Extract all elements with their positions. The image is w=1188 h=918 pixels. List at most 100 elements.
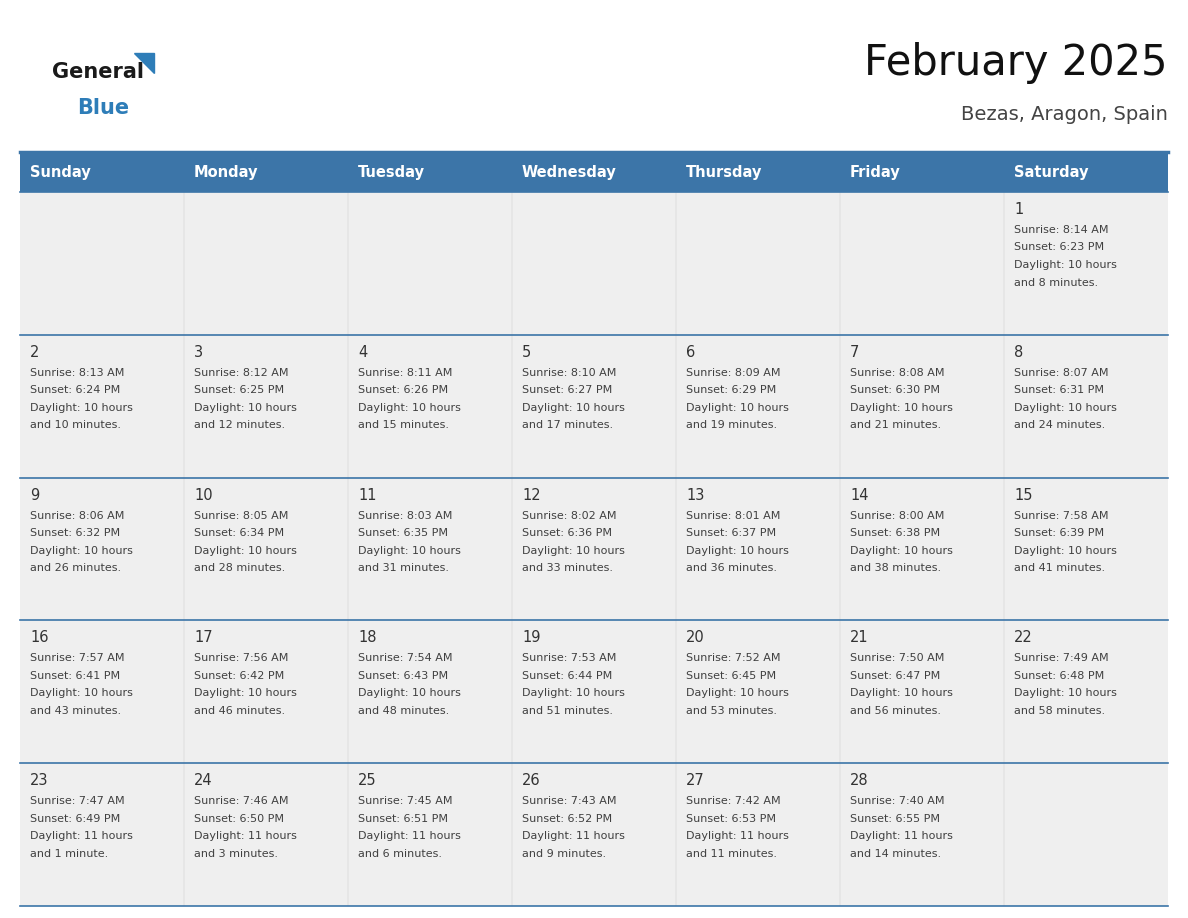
Text: 19: 19 bbox=[522, 631, 541, 645]
Text: Sunrise: 7:50 AM: Sunrise: 7:50 AM bbox=[849, 654, 944, 664]
Text: Sunrise: 7:47 AM: Sunrise: 7:47 AM bbox=[30, 796, 125, 806]
Text: Friday: Friday bbox=[849, 164, 901, 180]
Polygon shape bbox=[134, 53, 154, 73]
Text: Sunset: 6:25 PM: Sunset: 6:25 PM bbox=[194, 386, 284, 396]
Text: 13: 13 bbox=[685, 487, 704, 502]
Text: and 15 minutes.: and 15 minutes. bbox=[358, 420, 449, 431]
Text: Sunset: 6:41 PM: Sunset: 6:41 PM bbox=[30, 671, 120, 681]
Text: Sunrise: 8:09 AM: Sunrise: 8:09 AM bbox=[685, 368, 781, 378]
Text: Sunset: 6:30 PM: Sunset: 6:30 PM bbox=[849, 386, 940, 396]
Text: Daylight: 10 hours: Daylight: 10 hours bbox=[30, 403, 133, 413]
Text: Sunrise: 8:02 AM: Sunrise: 8:02 AM bbox=[522, 510, 617, 521]
Text: Sunrise: 7:45 AM: Sunrise: 7:45 AM bbox=[358, 796, 453, 806]
Text: 22: 22 bbox=[1015, 631, 1032, 645]
Text: Sunrise: 7:46 AM: Sunrise: 7:46 AM bbox=[194, 796, 289, 806]
Text: and 19 minutes.: and 19 minutes. bbox=[685, 420, 777, 431]
Text: Sunset: 6:35 PM: Sunset: 6:35 PM bbox=[358, 528, 448, 538]
Text: and 8 minutes.: and 8 minutes. bbox=[1015, 277, 1098, 287]
Text: Daylight: 10 hours: Daylight: 10 hours bbox=[194, 688, 297, 699]
Text: 15: 15 bbox=[1015, 487, 1032, 502]
Text: Sunrise: 8:01 AM: Sunrise: 8:01 AM bbox=[685, 510, 781, 521]
Text: 17: 17 bbox=[194, 631, 213, 645]
Text: Daylight: 10 hours: Daylight: 10 hours bbox=[30, 545, 133, 555]
Text: and 33 minutes.: and 33 minutes. bbox=[522, 563, 613, 573]
Text: 23: 23 bbox=[30, 773, 49, 789]
Text: Thursday: Thursday bbox=[685, 164, 763, 180]
Text: Daylight: 11 hours: Daylight: 11 hours bbox=[849, 831, 953, 841]
Text: 25: 25 bbox=[358, 773, 377, 789]
Text: Sunset: 6:29 PM: Sunset: 6:29 PM bbox=[685, 386, 776, 396]
Text: Sunset: 6:24 PM: Sunset: 6:24 PM bbox=[30, 386, 120, 396]
Text: Wednesday: Wednesday bbox=[522, 164, 617, 180]
Text: Daylight: 11 hours: Daylight: 11 hours bbox=[30, 831, 133, 841]
Text: and 28 minutes.: and 28 minutes. bbox=[194, 563, 285, 573]
Text: Sunrise: 7:54 AM: Sunrise: 7:54 AM bbox=[358, 654, 453, 664]
Text: Sunrise: 8:08 AM: Sunrise: 8:08 AM bbox=[849, 368, 944, 378]
Text: Sunrise: 8:03 AM: Sunrise: 8:03 AM bbox=[358, 510, 453, 521]
Text: Sunset: 6:26 PM: Sunset: 6:26 PM bbox=[358, 386, 448, 396]
Text: and 53 minutes.: and 53 minutes. bbox=[685, 706, 777, 716]
Text: Daylight: 10 hours: Daylight: 10 hours bbox=[849, 403, 953, 413]
Text: Sunset: 6:27 PM: Sunset: 6:27 PM bbox=[522, 386, 612, 396]
Text: 2: 2 bbox=[30, 345, 39, 360]
Text: Sunrise: 8:00 AM: Sunrise: 8:00 AM bbox=[849, 510, 944, 521]
Text: and 12 minutes.: and 12 minutes. bbox=[194, 420, 285, 431]
Text: 26: 26 bbox=[522, 773, 541, 789]
Text: Daylight: 11 hours: Daylight: 11 hours bbox=[685, 831, 789, 841]
Text: Daylight: 10 hours: Daylight: 10 hours bbox=[194, 403, 297, 413]
Text: Daylight: 10 hours: Daylight: 10 hours bbox=[522, 545, 625, 555]
Text: 21: 21 bbox=[849, 631, 868, 645]
Text: Sunset: 6:31 PM: Sunset: 6:31 PM bbox=[1015, 386, 1104, 396]
Text: Sunset: 6:53 PM: Sunset: 6:53 PM bbox=[685, 813, 776, 823]
Text: Daylight: 10 hours: Daylight: 10 hours bbox=[1015, 545, 1117, 555]
Text: Sunset: 6:50 PM: Sunset: 6:50 PM bbox=[194, 813, 284, 823]
Text: and 24 minutes.: and 24 minutes. bbox=[1015, 420, 1105, 431]
Text: and 14 minutes.: and 14 minutes. bbox=[849, 849, 941, 858]
Text: and 56 minutes.: and 56 minutes. bbox=[849, 706, 941, 716]
Text: Daylight: 10 hours: Daylight: 10 hours bbox=[30, 688, 133, 699]
Text: Sunset: 6:37 PM: Sunset: 6:37 PM bbox=[685, 528, 776, 538]
Text: Sunrise: 7:43 AM: Sunrise: 7:43 AM bbox=[522, 796, 617, 806]
Text: 18: 18 bbox=[358, 631, 377, 645]
Text: Sunset: 6:39 PM: Sunset: 6:39 PM bbox=[1015, 528, 1104, 538]
Text: 14: 14 bbox=[849, 487, 868, 502]
Text: Daylight: 10 hours: Daylight: 10 hours bbox=[1015, 403, 1117, 413]
Text: Sunrise: 7:52 AM: Sunrise: 7:52 AM bbox=[685, 654, 781, 664]
Bar bbox=[20, 477, 1168, 621]
Text: Daylight: 10 hours: Daylight: 10 hours bbox=[849, 688, 953, 699]
Text: 5: 5 bbox=[522, 345, 531, 360]
Text: and 3 minutes.: and 3 minutes. bbox=[194, 849, 278, 858]
Text: Sunrise: 7:56 AM: Sunrise: 7:56 AM bbox=[194, 654, 289, 664]
Text: and 1 minute.: and 1 minute. bbox=[30, 849, 108, 858]
Text: 11: 11 bbox=[358, 487, 377, 502]
Text: Sunrise: 8:12 AM: Sunrise: 8:12 AM bbox=[194, 368, 289, 378]
Text: 20: 20 bbox=[685, 631, 704, 645]
Text: and 36 minutes.: and 36 minutes. bbox=[685, 563, 777, 573]
Text: Sunrise: 7:57 AM: Sunrise: 7:57 AM bbox=[30, 654, 125, 664]
Text: Daylight: 10 hours: Daylight: 10 hours bbox=[685, 688, 789, 699]
Text: Daylight: 10 hours: Daylight: 10 hours bbox=[358, 688, 461, 699]
Text: Sunrise: 8:07 AM: Sunrise: 8:07 AM bbox=[1015, 368, 1108, 378]
Text: Sunrise: 8:11 AM: Sunrise: 8:11 AM bbox=[358, 368, 453, 378]
Text: Sunrise: 7:40 AM: Sunrise: 7:40 AM bbox=[849, 796, 944, 806]
Text: Blue: Blue bbox=[77, 98, 129, 118]
Text: Daylight: 10 hours: Daylight: 10 hours bbox=[1015, 260, 1117, 270]
Text: 12: 12 bbox=[522, 487, 541, 502]
Text: Daylight: 10 hours: Daylight: 10 hours bbox=[1015, 688, 1117, 699]
Text: Sunset: 6:55 PM: Sunset: 6:55 PM bbox=[849, 813, 940, 823]
Text: General: General bbox=[52, 62, 144, 82]
Text: 8: 8 bbox=[1015, 345, 1023, 360]
Text: Sunrise: 8:05 AM: Sunrise: 8:05 AM bbox=[194, 510, 289, 521]
Text: and 9 minutes.: and 9 minutes. bbox=[522, 849, 606, 858]
Text: Sunset: 6:32 PM: Sunset: 6:32 PM bbox=[30, 528, 120, 538]
Text: and 43 minutes.: and 43 minutes. bbox=[30, 706, 121, 716]
Text: and 11 minutes.: and 11 minutes. bbox=[685, 849, 777, 858]
Text: Sunset: 6:34 PM: Sunset: 6:34 PM bbox=[194, 528, 284, 538]
Bar bbox=[20, 335, 1168, 477]
Text: Sunday: Sunday bbox=[30, 164, 90, 180]
Text: Sunset: 6:43 PM: Sunset: 6:43 PM bbox=[358, 671, 448, 681]
Text: Sunrise: 8:14 AM: Sunrise: 8:14 AM bbox=[1015, 225, 1108, 235]
Text: Daylight: 10 hours: Daylight: 10 hours bbox=[685, 403, 789, 413]
Text: Sunset: 6:49 PM: Sunset: 6:49 PM bbox=[30, 813, 120, 823]
Text: 27: 27 bbox=[685, 773, 704, 789]
